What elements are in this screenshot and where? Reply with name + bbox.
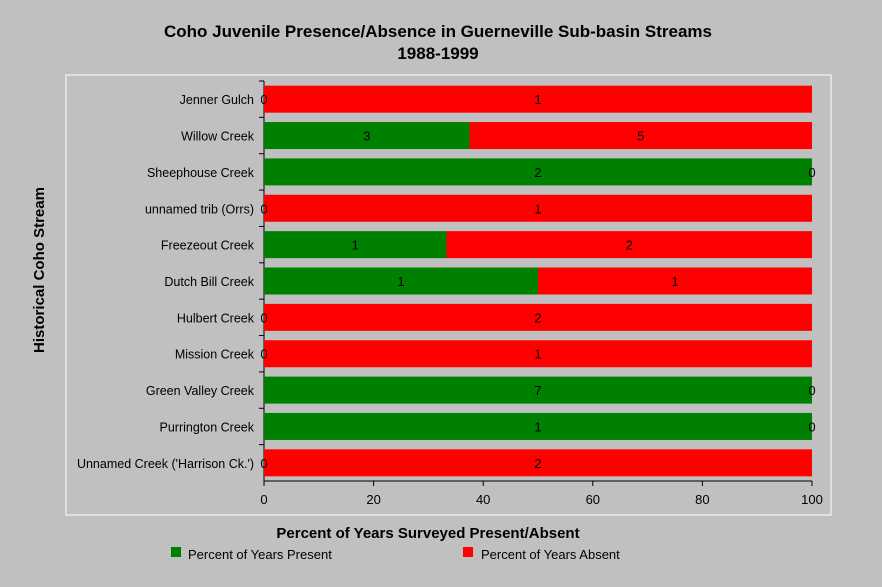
data-label-absent: 1	[534, 347, 541, 362]
category-label: Mission Creek	[175, 348, 255, 362]
category-label: Purrington Creek	[160, 420, 255, 434]
data-label-absent: 0	[808, 383, 815, 398]
data-label-absent: 0	[808, 419, 815, 434]
y-axis-label: Historical Coho Stream	[31, 187, 48, 353]
bar-absent	[264, 449, 812, 477]
data-label-present: 1	[397, 274, 404, 289]
category-label: Unnamed Creek ('Harrison Ck.')	[77, 457, 254, 471]
bar-absent	[264, 340, 812, 368]
category-label: Willow Creek	[181, 130, 255, 144]
category-label: Dutch Bill Creek	[164, 275, 254, 289]
x-tick-label: 60	[586, 492, 600, 507]
data-label-present: 2	[534, 165, 541, 180]
data-label-absent: 1	[534, 92, 541, 107]
category-label: Jenner Gulch	[180, 93, 254, 107]
x-tick-label: 40	[476, 492, 490, 507]
data-label-present: 7	[534, 383, 541, 398]
bar-absent	[446, 231, 812, 259]
data-label-present: 0	[260, 201, 267, 216]
data-label-present: 0	[260, 92, 267, 107]
bar-absent	[264, 85, 812, 113]
chart-subtitle: 1988-1999	[397, 44, 478, 63]
legend-label-absent: Percent of Years Absent	[481, 547, 620, 562]
bar-present	[264, 376, 812, 404]
x-tick-label: 0	[260, 492, 267, 507]
data-label-present: 1	[534, 419, 541, 434]
data-label-absent: 0	[808, 165, 815, 180]
legend-label-present: Percent of Years Present	[188, 547, 332, 562]
data-label-present: 0	[260, 347, 267, 362]
data-label-present: 0	[260, 456, 267, 471]
category-label: Sheephouse Creek	[147, 166, 255, 180]
bar-present	[264, 231, 447, 259]
bar-absent	[469, 122, 812, 150]
x-tick-label: 100	[801, 492, 823, 507]
bar-absent	[538, 267, 812, 295]
data-label-present: 0	[260, 310, 267, 325]
x-axis-label: Percent of Years Surveyed Present/Absent	[276, 525, 579, 542]
data-label-absent: 2	[626, 238, 633, 253]
legend: Percent of Years Present Percent of Year…	[171, 547, 620, 562]
data-label-present: 3	[363, 129, 370, 144]
bar-present	[264, 158, 812, 186]
legend-swatch-present	[171, 547, 181, 557]
category-label: Hulbert Creek	[177, 311, 255, 325]
labels-group: 0 1 3 5 2 0 0 1 1 2 1 1 0 2 0 1 7 0 1 0 0 2	[260, 92, 815, 471]
x-tick-label: 80	[695, 492, 709, 507]
data-label-present: 1	[352, 238, 359, 253]
data-label-absent: 1	[671, 274, 678, 289]
data-label-absent: 1	[534, 201, 541, 216]
data-label-absent: 2	[534, 456, 541, 471]
x-tick-label: 20	[366, 492, 380, 507]
bar-present	[264, 267, 538, 295]
data-label-absent: 2	[534, 310, 541, 325]
bar-absent	[264, 303, 812, 331]
category-label: unnamed trib (Orrs)	[145, 202, 254, 216]
bar-absent	[264, 194, 812, 222]
data-label-absent: 5	[637, 129, 644, 144]
category-label: Green Valley Creek	[146, 384, 255, 398]
legend-swatch-absent	[463, 547, 473, 557]
bar-present	[264, 122, 470, 150]
bars-group	[264, 85, 812, 477]
chart-title: Coho Juvenile Presence/Absence in Guerne…	[164, 22, 712, 41]
category-label: Freezeout Creek	[161, 239, 255, 253]
bar-present	[264, 412, 812, 440]
